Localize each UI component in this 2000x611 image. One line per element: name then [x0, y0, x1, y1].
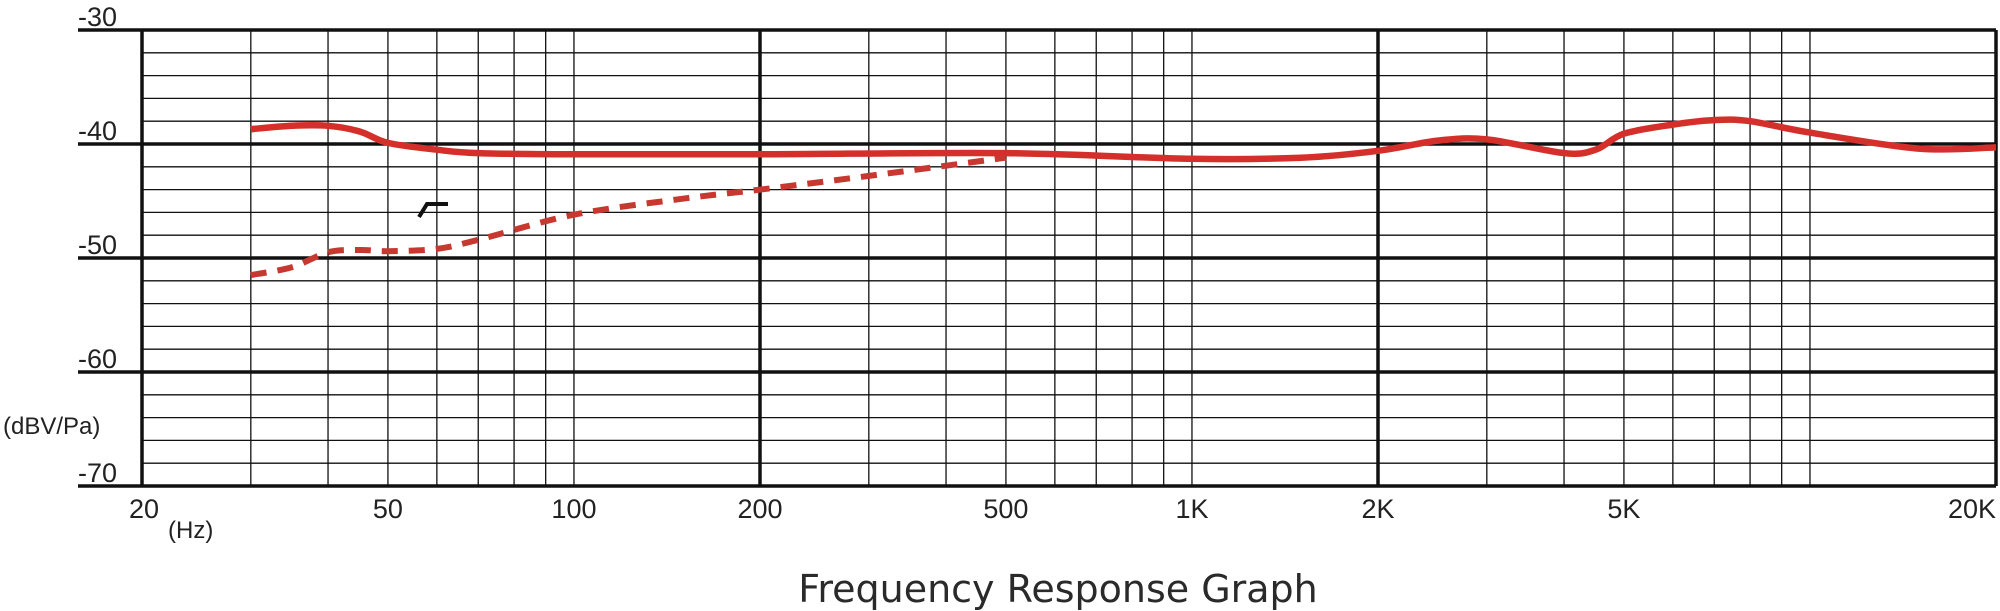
series-layer — [250, 116, 1997, 279]
x-tick-label: 1K — [1175, 494, 1208, 524]
y-tick-labels: -30 -40 -50 -60 -70 — [78, 2, 117, 488]
dashed-curve-marker — [417, 202, 448, 219]
x-tick-label: 5K — [1607, 494, 1640, 524]
x-tick-label: 50 — [373, 494, 403, 524]
y-tick-label: -30 — [78, 2, 117, 32]
x-tick-labels: 20 50 100 200 500 1K 2K 5K 20K — [129, 494, 1996, 524]
y-axis-label: (dBV/Pa) — [3, 413, 100, 440]
minor-gridlines — [142, 30, 1996, 486]
x-tick-label: 2K — [1361, 494, 1394, 524]
major-gridlines — [78, 28, 1998, 488]
x-axis-unit-label: (Hz) — [168, 517, 213, 544]
x-tick-label: 20 — [129, 494, 159, 524]
x-tick-label: 200 — [737, 494, 782, 524]
y-tick-label: -60 — [78, 344, 117, 374]
solid-response-line — [250, 116, 1997, 163]
x-tick-label: 100 — [551, 494, 596, 524]
x-tick-label: 20K — [1948, 494, 1996, 524]
y-tick-label: -40 — [78, 116, 117, 146]
y-tick-label: -70 — [78, 458, 117, 488]
chart-title: Frequency Response Graph — [798, 567, 1318, 611]
dashed-response-line — [250, 154, 1007, 279]
x-tick-label: 500 — [983, 494, 1028, 524]
y-tick-label: -50 — [78, 230, 117, 260]
